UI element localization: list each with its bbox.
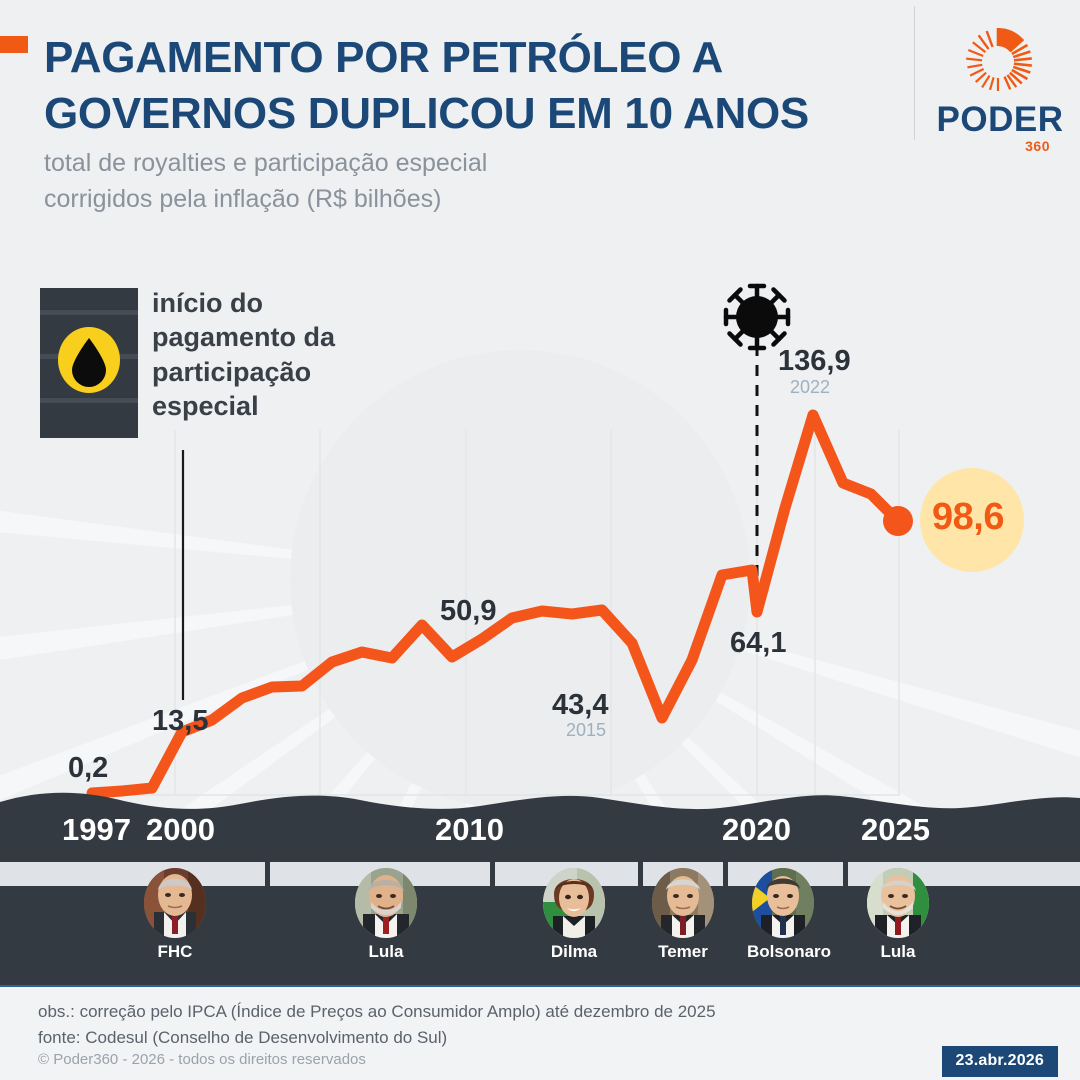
x-tick-2020: 2020 (722, 812, 791, 847)
logo-wordmark: PODER (936, 100, 1064, 139)
x-tick-1997: 1997 (62, 812, 131, 847)
accent-bar (0, 36, 28, 53)
president-name: Temer (658, 942, 708, 961)
x-tick-2000: 2000 (146, 812, 215, 847)
logo-360: 360 (1025, 138, 1050, 154)
president-temer: Temer (647, 868, 719, 962)
value-label-50-9: 50,9 (440, 595, 497, 627)
poder360-logo: PODER 360 (936, 22, 1064, 154)
subtitle-line-1: total de royalties e participação especi… (44, 149, 488, 177)
year-label-2022: 2022 (790, 377, 831, 397)
page-title: PAGAMENTO POR PETRÓLEO A GOVERNOS DUPLIC… (44, 30, 874, 143)
president-name: Lula (368, 942, 404, 961)
value-label-13-5: 13,5 (152, 705, 209, 737)
oil-barrel-icon (40, 288, 138, 438)
president-name: FHC (157, 942, 193, 961)
term-divider-1 (265, 862, 270, 886)
footer-note-fonte: fonte: Codesul (Conselho de Desenvolvime… (38, 1027, 448, 1047)
value-label-98-6: 98,6 (932, 496, 1004, 538)
page-subtitle: total de royalties e participação especi… (44, 146, 744, 217)
sunburst-icon (966, 27, 1032, 91)
president-lula-2: Lula (862, 868, 934, 962)
value-label-136-9: 136,9 (778, 345, 851, 377)
x-tick-2025: 2025 (861, 812, 930, 847)
footer: obs.: correção pelo IPCA (Índice de Preç… (0, 985, 1080, 1080)
term-divider-5 (843, 862, 848, 886)
value-label-43-4: 43,4 (552, 689, 609, 721)
date-badge: 23.abr.2026 (941, 1046, 1058, 1077)
avatar (355, 868, 417, 938)
x-axis-labels: 1997 2000 2010 2020 2025 (0, 812, 1080, 860)
wave-divider (0, 792, 1080, 862)
value-label-0-2: 0,2 (68, 752, 109, 784)
avatar (144, 868, 206, 938)
barrel-note-line-1: início do (152, 288, 263, 318)
barrel-note-line-2: pagamento da (152, 322, 336, 353)
title-line-1: PAGAMENTO POR PETRÓLEO A (44, 33, 723, 82)
x-tick-2010: 2010 (435, 812, 504, 847)
president-lula-1: Lula (350, 868, 422, 962)
president-fhc: FHC (139, 868, 211, 962)
virus-icon (723, 283, 791, 351)
copyright-text: © Poder360 - 2026 - todos os direitos re… (38, 1051, 366, 1068)
chart-data-line (86, 409, 904, 799)
avatar (543, 868, 605, 938)
avatar (867, 868, 929, 938)
term-divider-2 (490, 862, 495, 886)
avatar (652, 868, 714, 938)
barrel-note-line-4: especial (152, 390, 259, 421)
president-dilma: Dilma (538, 868, 610, 962)
footer-rule (0, 985, 1080, 987)
avatar (752, 868, 814, 938)
president-name: Bolsonaro (747, 942, 832, 961)
value-label-64-1: 64,1 (730, 627, 787, 659)
chart-end-point (883, 506, 913, 536)
barrel-annotation-text: início do pagamento da participação espe… (152, 286, 412, 423)
year-label-2015: 2015 (566, 720, 607, 740)
president-name: Dilma (550, 942, 598, 961)
term-divider-4 (723, 862, 728, 886)
barrel-note-line-3: participação (152, 356, 312, 387)
footer-note-obs: obs.: correção pelo IPCA (Índice de Preç… (38, 1002, 716, 1021)
president-name: Lula (880, 942, 916, 961)
term-divider-3 (638, 862, 643, 886)
line-chart (60, 283, 913, 799)
subtitle-line-2: corrigidos pela inflação (R$ bilhões) (44, 184, 442, 213)
footer-notes: obs.: correção pelo IPCA (Índice de Preç… (38, 999, 938, 1050)
logo-divider (914, 6, 915, 140)
president-bolsonaro: Bolsonaro (747, 868, 832, 962)
title-line-2: GOVERNOS DUPLICOU EM 10 ANOS (44, 89, 809, 139)
latest-value-highlight (920, 468, 1024, 572)
